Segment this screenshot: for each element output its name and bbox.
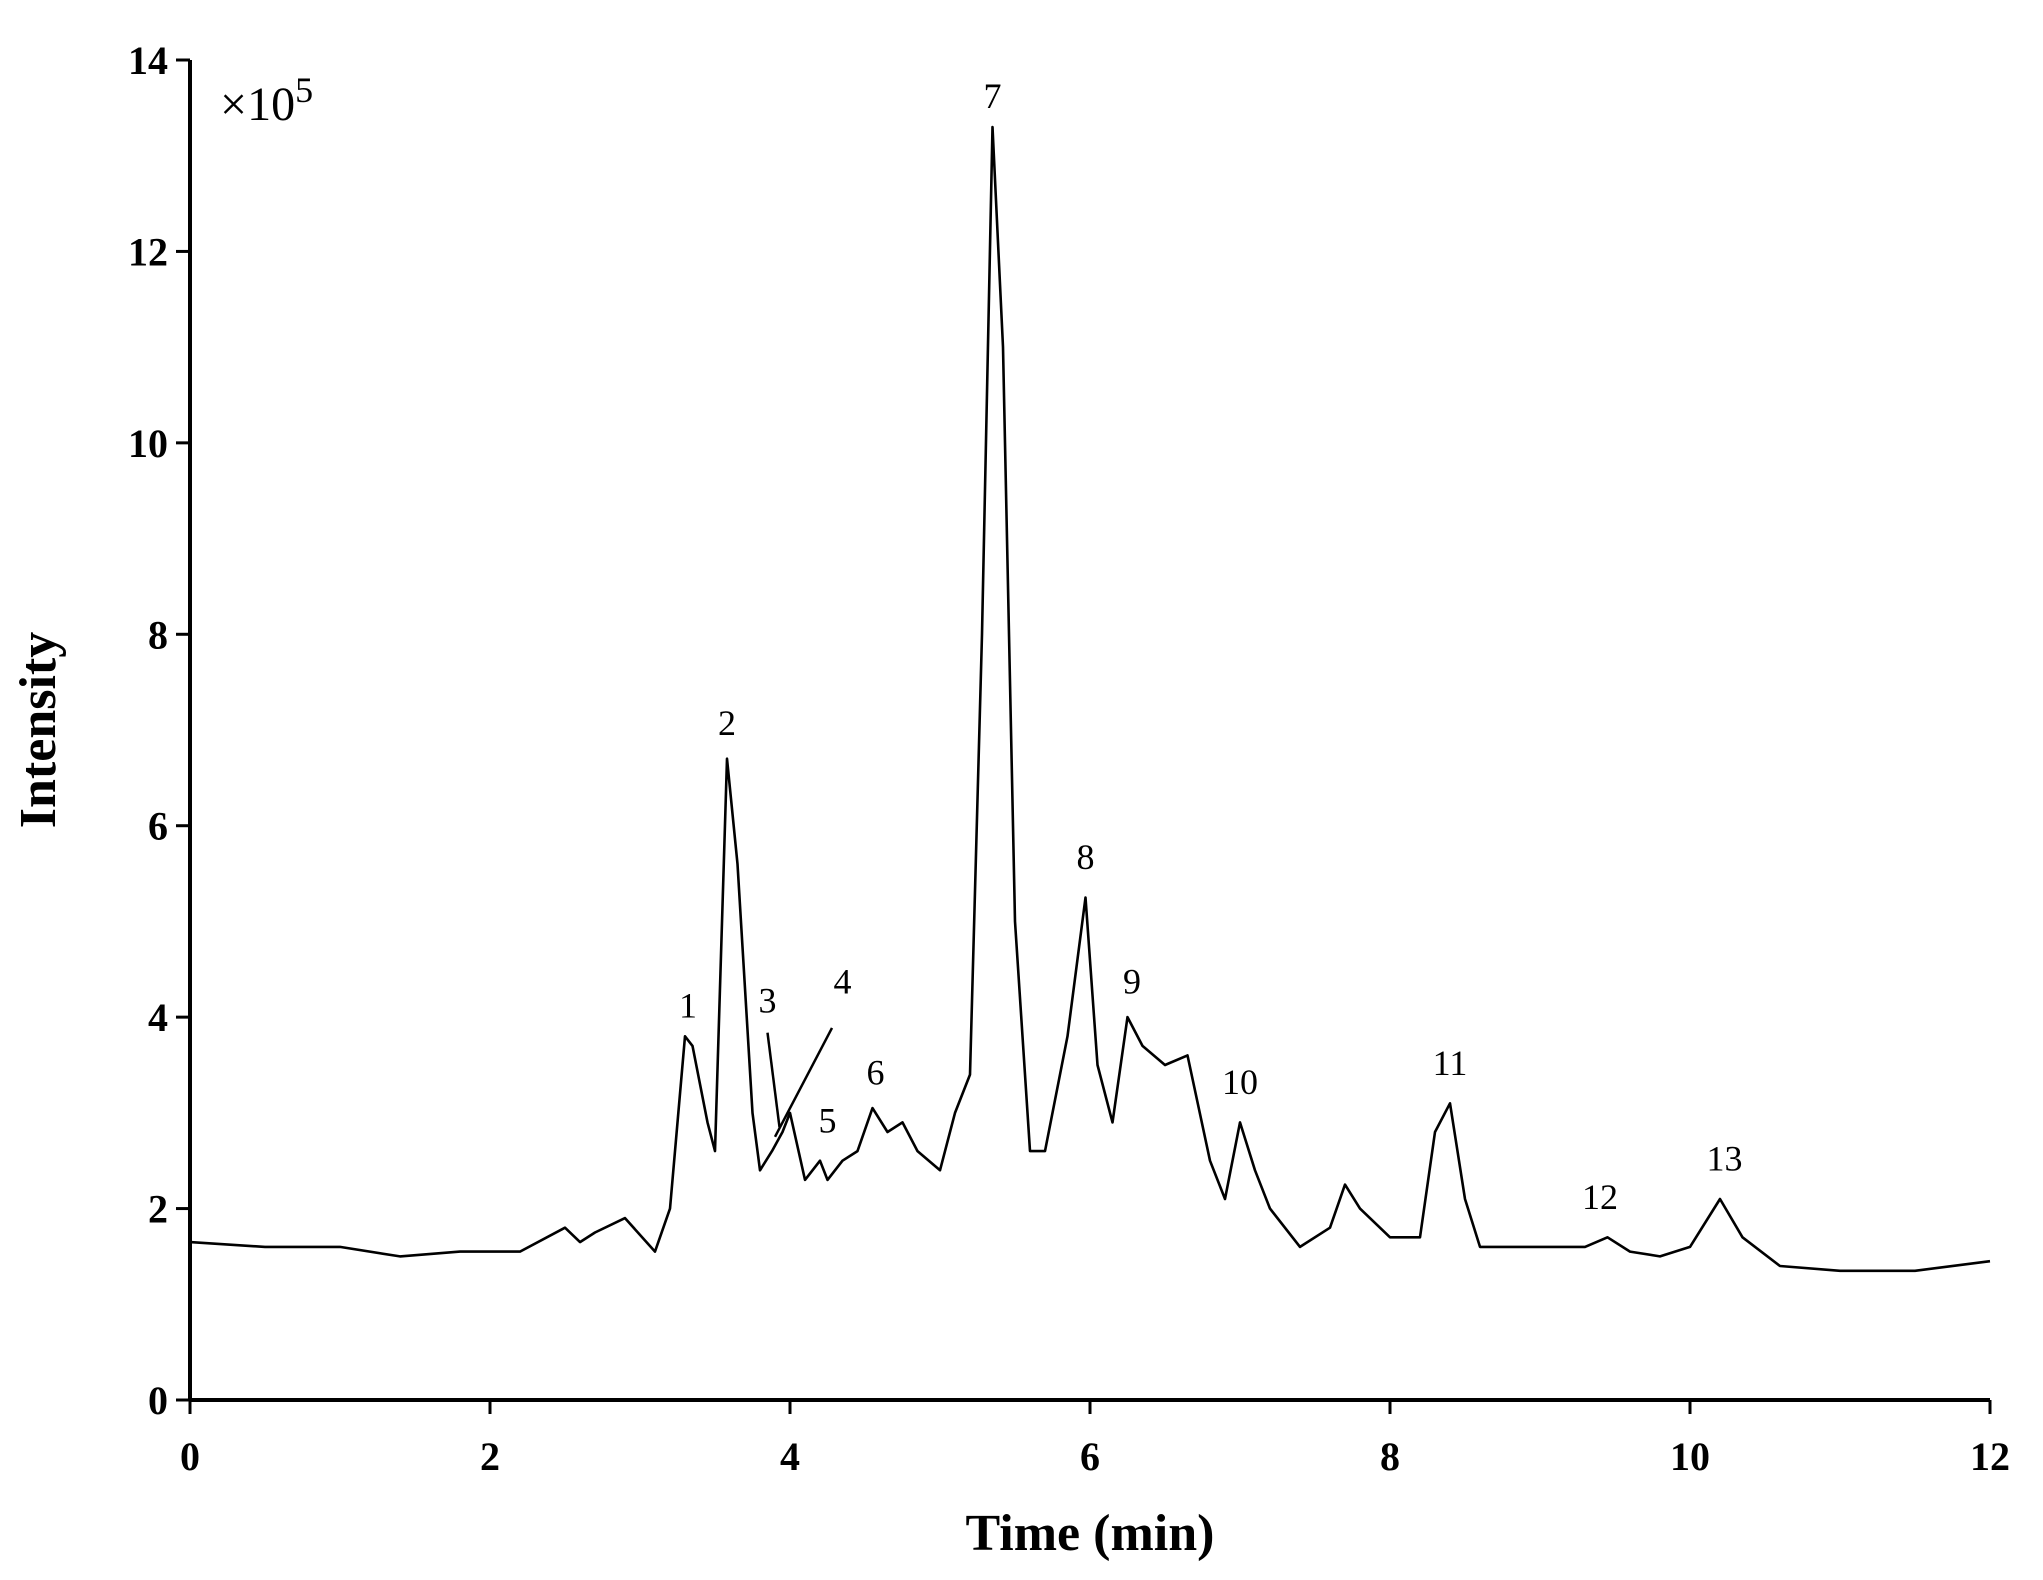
peak-label-3: 3 (759, 981, 777, 1021)
x-tick-label: 6 (1080, 1434, 1100, 1479)
peak-4-leader-line (773, 1027, 834, 1138)
axes (188, 60, 1990, 1402)
peak-label-1: 1 (679, 986, 697, 1026)
peak-label-13: 13 (1707, 1139, 1743, 1179)
series (189, 125, 1991, 1273)
y-tick-label: 10 (128, 421, 168, 466)
peak-label-12: 12 (1582, 1177, 1618, 1217)
y-tick-label: 8 (148, 612, 168, 657)
x-axis-title: Time (min) (966, 1505, 1215, 1562)
x-tick-label: 2 (480, 1434, 500, 1479)
peak-label-6: 6 (867, 1053, 885, 1093)
x-tick-label: 10 (1670, 1434, 1710, 1479)
peak-label-9: 9 (1123, 962, 1141, 1002)
peak-label-2: 2 (718, 703, 736, 743)
peak-label-10: 10 (1222, 1062, 1258, 1102)
y-tick-label: 0 (148, 1378, 168, 1423)
multiplier-base: ×10 (220, 78, 295, 131)
y-axis-multiplier: ×105 (220, 70, 313, 131)
y-tick-label: 6 (148, 804, 168, 849)
peak-label-7: 7 (984, 76, 1002, 116)
x-tick-label: 12 (1970, 1434, 2010, 1479)
peak-label-8: 8 (1077, 837, 1095, 877)
peak-label-4: 4 (834, 962, 852, 1002)
chromatogram-trace (189, 125, 1991, 1273)
x-tick-label: 8 (1380, 1434, 1400, 1479)
multiplier-exponent: 5 (295, 70, 313, 110)
x-tick-label: 0 (180, 1434, 200, 1479)
y-tick-label: 4 (148, 995, 168, 1040)
x-tick-label: 4 (780, 1434, 800, 1479)
y-tick-label: 14 (128, 38, 168, 83)
y-tick-label: 12 (128, 229, 168, 274)
peak-label-11: 11 (1433, 1043, 1468, 1083)
peak-label-5: 5 (819, 1100, 837, 1140)
y-axis-title: Intensity (10, 632, 67, 828)
y-tick-label: 2 (148, 1187, 168, 1232)
peak-3-leader-line (766, 1032, 781, 1128)
